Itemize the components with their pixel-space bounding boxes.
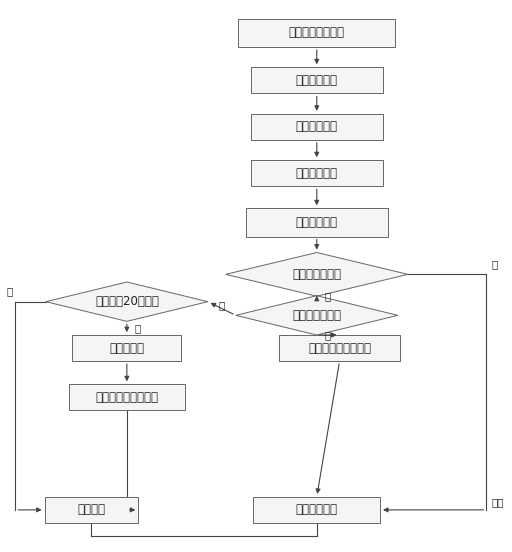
- Text: 子站通讯模块: 子站通讯模块: [296, 120, 338, 134]
- Bar: [251, 160, 382, 187]
- Polygon shape: [46, 282, 208, 321]
- Bar: [72, 335, 181, 361]
- Text: 故障停机: 故障停机: [77, 503, 105, 516]
- Text: 软件滤波处理: 软件滤波处理: [296, 216, 338, 229]
- Text: 是: 是: [219, 300, 225, 310]
- Text: 高速计数模块: 高速计数模块: [296, 74, 338, 87]
- Text: 主控制器计算: 主控制器计算: [296, 167, 338, 180]
- Text: 否: 否: [325, 330, 331, 340]
- Bar: [251, 67, 382, 93]
- Text: 转速值是否超差: 转速值是否超差: [292, 309, 342, 322]
- Bar: [251, 114, 382, 140]
- Text: 超差检测标志位置零: 超差检测标志位置零: [95, 391, 158, 404]
- Bar: [279, 335, 400, 361]
- Text: 否: 否: [325, 291, 331, 301]
- Text: 接近开关检出脉冲: 接近开关检出脉冲: [289, 26, 345, 39]
- Text: 是: 是: [492, 259, 498, 269]
- Text: 转速计算结果: 转速计算结果: [296, 503, 338, 516]
- Text: 否: 否: [135, 323, 141, 333]
- Polygon shape: [236, 296, 398, 335]
- Text: 加或减处理: 加或减处理: [110, 342, 144, 354]
- Text: 转速值是否过低: 转速值是否过低: [292, 268, 342, 281]
- Bar: [45, 497, 138, 523]
- Text: 是否连续20次超差: 是否连续20次超差: [95, 295, 159, 308]
- Bar: [238, 19, 395, 47]
- Bar: [246, 208, 388, 237]
- Bar: [253, 497, 380, 523]
- Bar: [69, 384, 185, 411]
- Text: 超差检测标志位置零: 超差检测标志位置零: [308, 342, 371, 354]
- Text: 是: 是: [7, 286, 13, 296]
- Polygon shape: [226, 252, 408, 296]
- Text: 置零: 置零: [492, 497, 504, 507]
